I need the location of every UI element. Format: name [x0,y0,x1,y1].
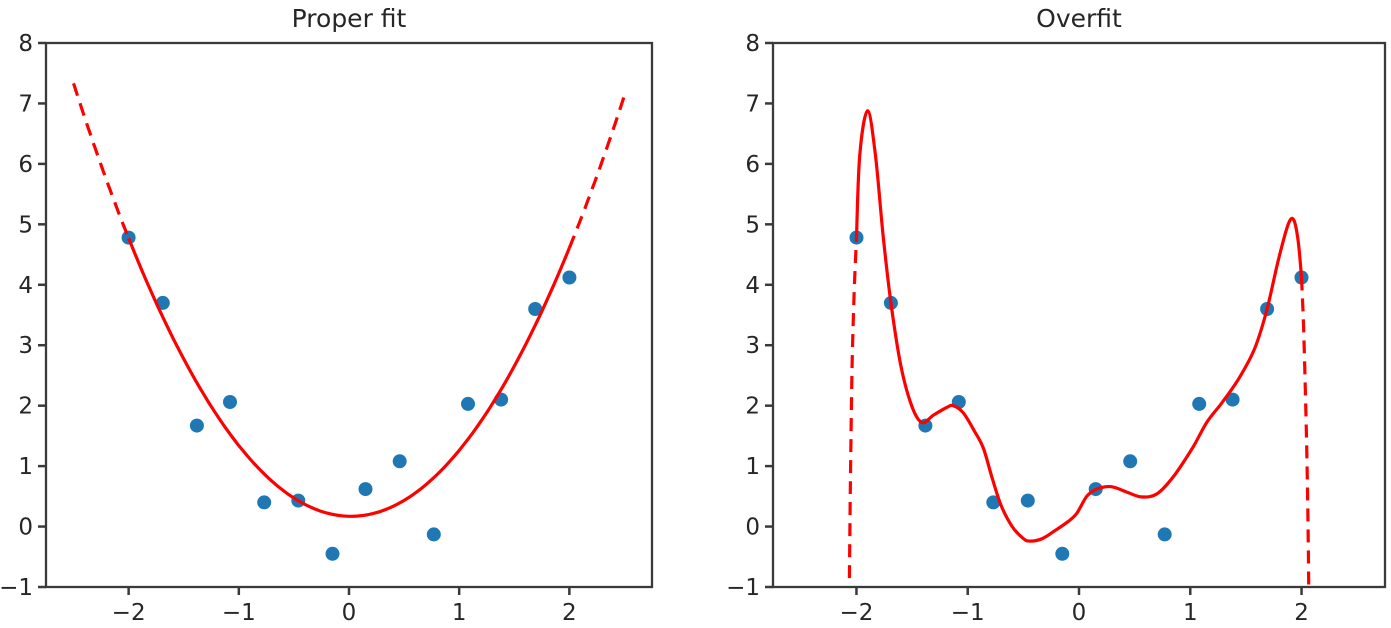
y-tick-label: 1 [18,454,33,480]
x-tick-label: 2 [1294,600,1309,626]
x-tick-label: 1 [1183,600,1198,626]
y-tick-label: −1 [726,575,760,601]
y-tick-label: 7 [745,91,760,117]
scatter-point [1192,396,1207,411]
y-tick-label: 5 [745,212,760,238]
x-tick-label: −2 [840,600,874,626]
scatter-point [1123,454,1138,469]
x-tick-label: 0 [342,600,357,626]
y-tick-label: 5 [18,212,33,238]
subplot-overfit: −2 −1 0 1 2 −1 0 1 2 3 4 5 6 7 8 [726,31,1387,626]
fit-curve-dashed-right [1299,277,1311,587]
fit-curve-solid [854,109,1304,543]
scatter-point [562,270,577,285]
scatter-point [1157,527,1172,542]
y-tick-label: 6 [745,152,760,178]
y-tick-label: 0 [745,515,760,541]
y-tick-label: 7 [18,91,33,117]
x-tick-label: 1 [452,600,467,626]
y-tick-label: 2 [745,394,760,420]
plot-title-proper-fit: Proper fit [291,4,407,33]
x-tick-label: 0 [1072,600,1087,626]
y-tick-label: 8 [18,31,33,57]
axes-frame [44,41,654,589]
y-tick-label: 2 [18,394,33,420]
scatter-point [121,230,136,245]
scatter-point [986,495,1001,510]
scatter-point [1225,392,1240,407]
plot-title-overfit: Overfit [1036,4,1122,33]
scatter-point [1020,493,1035,508]
scatter-point [392,454,407,469]
subplot-proper-fit: −2 −1 0 1 2 −1 0 1 2 3 4 5 6 7 8 [0,31,654,626]
fit-curve-solid [127,237,571,518]
plot-data-area [72,82,626,561]
y-tick-label: 6 [18,152,33,178]
scatter-point [1055,546,1070,561]
y-tick-label: −1 [0,575,33,601]
plot-data-area [847,109,1311,587]
scatter-point [426,527,441,542]
scatter-point [325,546,340,561]
scatter-point [257,495,272,510]
y-tick-label: 8 [745,31,760,57]
scatter-point [223,395,237,409]
scatter-point [189,418,204,433]
y-tick-label: 4 [18,273,33,299]
axes-frame [771,41,1387,589]
x-tick-label: 2 [562,600,577,626]
x-tick-label: −2 [112,600,146,626]
y-tick-label: 3 [745,333,760,359]
scatter-point [358,482,373,497]
y-tick-label: 1 [745,454,760,480]
fit-curve-dashed-right [567,94,626,249]
fit-curve-dashed-left [847,237,859,587]
scatter-point [461,396,475,411]
fit-curve-dashed-left [72,82,131,239]
y-tick-label: 4 [745,273,760,299]
x-tick-label: −1 [222,600,256,626]
scatter-point [528,302,543,316]
y-tick-label: 3 [18,333,33,359]
x-tick-label: −1 [951,600,985,626]
y-tick-label: 0 [18,515,33,541]
